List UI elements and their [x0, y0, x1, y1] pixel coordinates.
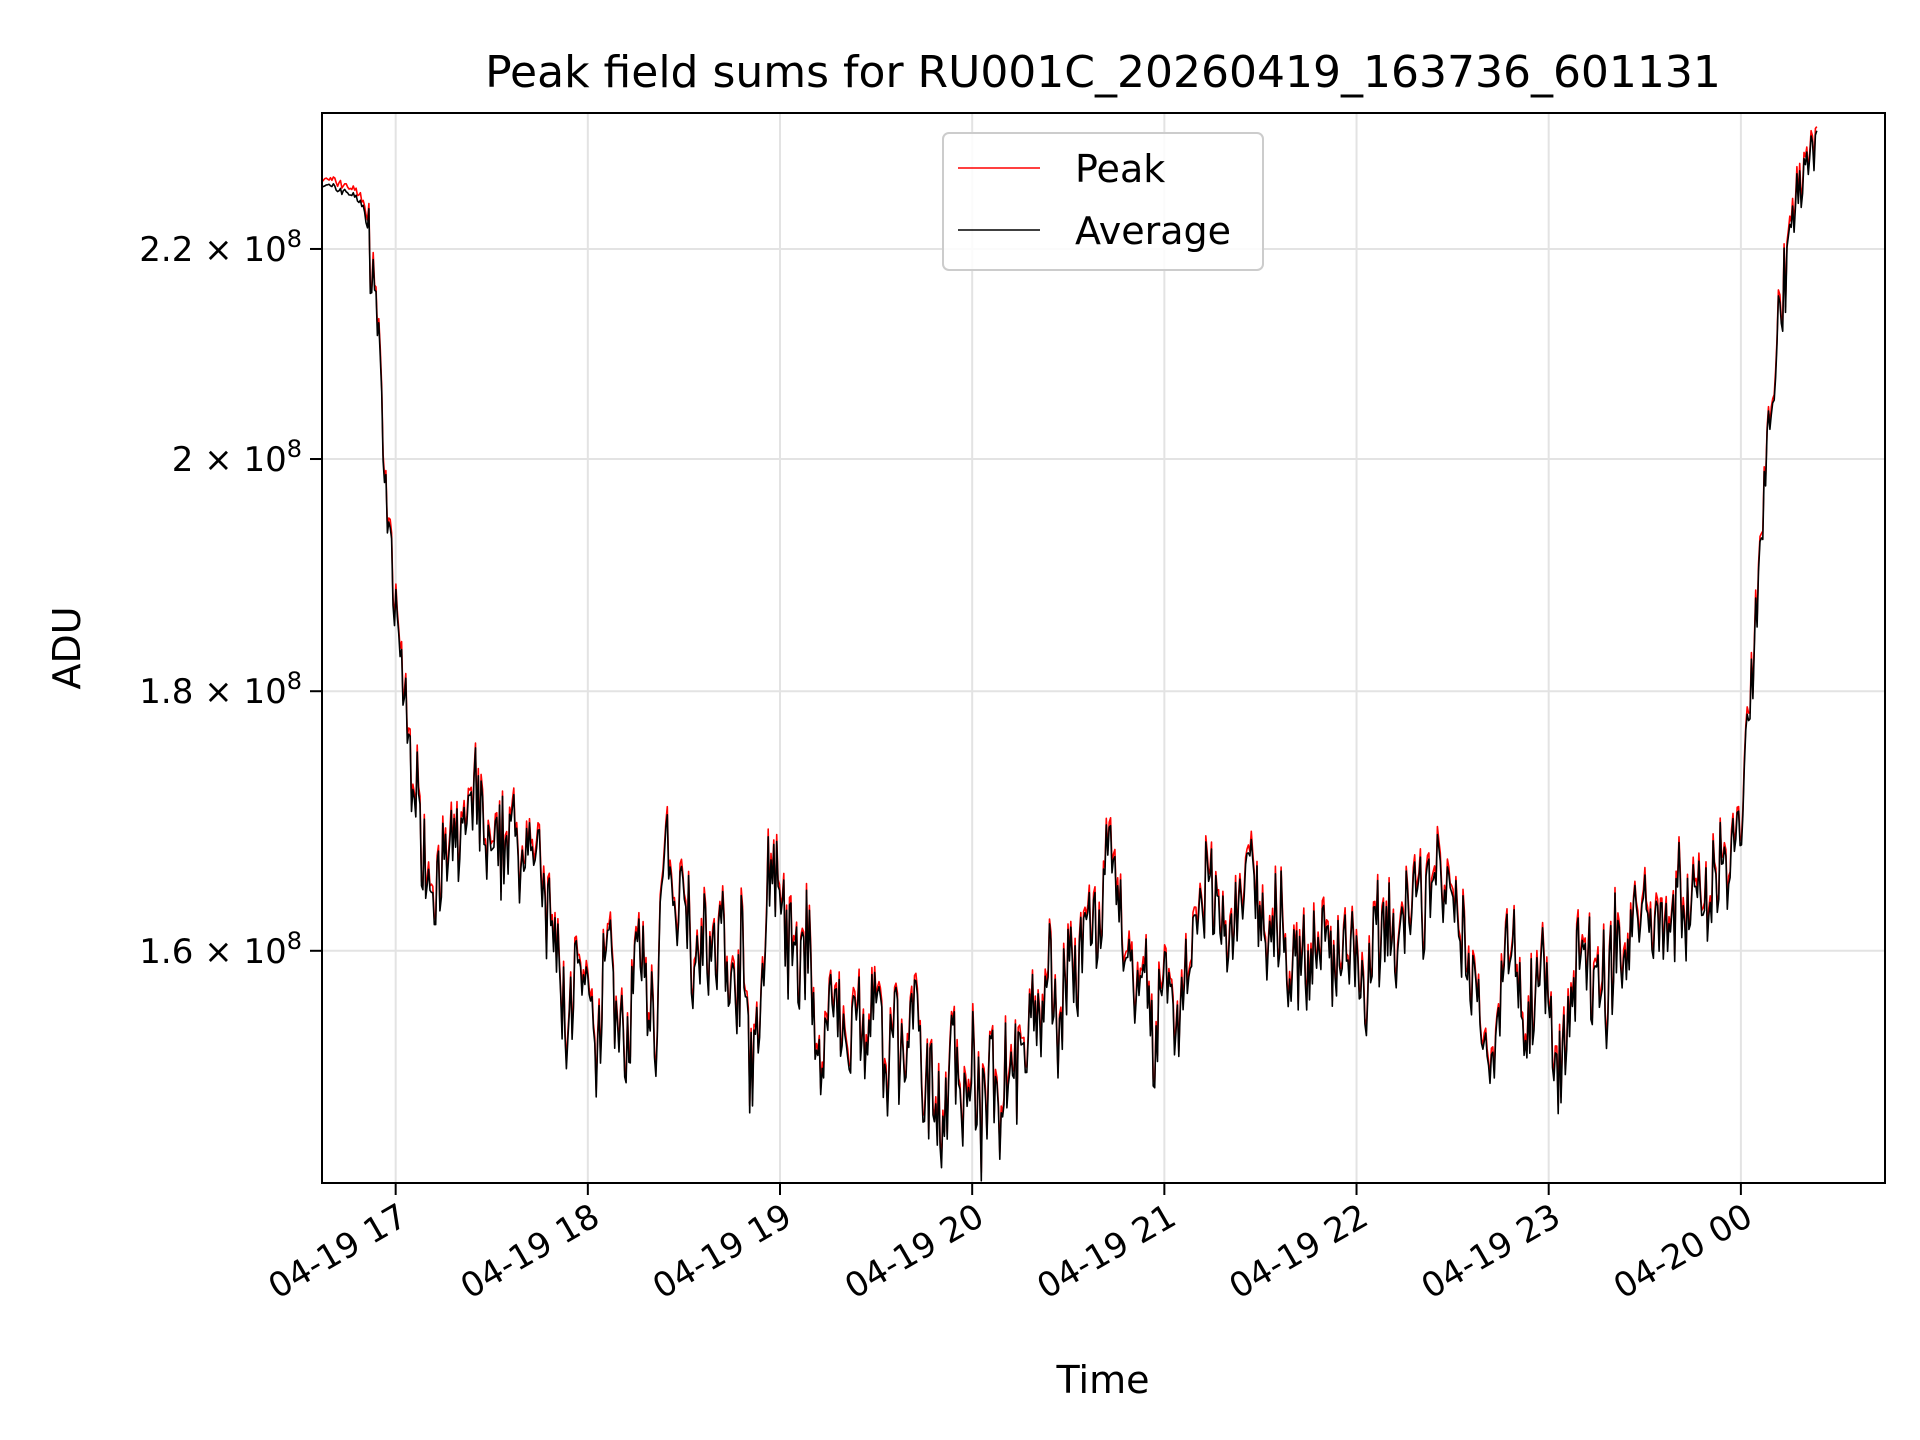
plot-frame — [321, 112, 1886, 1184]
series-lines — [321, 126, 1818, 1182]
legend-label-peak: Peak — [1075, 147, 1165, 191]
grid-lines — [322, 113, 1885, 1183]
x-axis-label: Time — [1056, 1358, 1150, 1402]
y-tick-label: 2.2 × 108 — [139, 225, 302, 270]
y-axis-label: ADU — [45, 606, 89, 689]
y-tick-label: 1.6 × 108 — [139, 927, 302, 972]
chart-title: Peak field sums for RU001C_20260419_1637… — [485, 47, 1721, 98]
legend-label-average: Average — [1075, 209, 1231, 253]
legend: Peak Average — [942, 132, 1264, 271]
y-tick-label: 1.8 × 108 — [139, 667, 302, 712]
y-tick-label: 2 × 108 — [172, 435, 302, 480]
y-axis-ticks: 1.6 × 108 1.8 × 108 2 × 108 2.2 × 108 — [139, 225, 322, 972]
series-line-average — [321, 130, 1818, 1182]
